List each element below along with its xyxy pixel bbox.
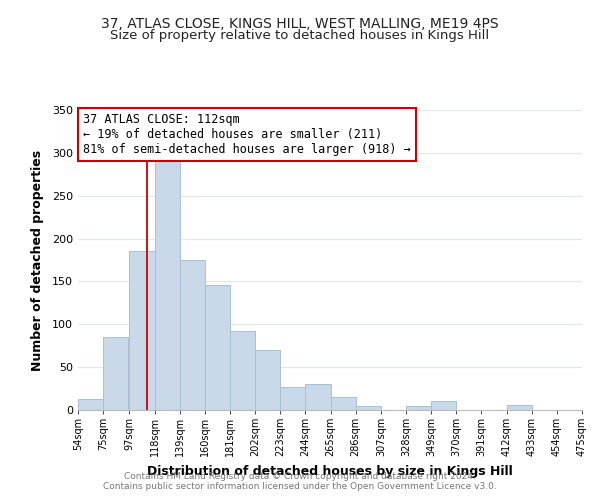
Bar (305, 384, 331, 410)
Bar (356, 406, 381, 410)
Bar (180, 260, 205, 410)
Bar (78, 399, 103, 410)
Bar (130, 252, 155, 410)
Text: 37 ATLAS CLOSE: 112sqm
← 19% of detached houses are smaller (211)
81% of semi-de: 37 ATLAS CLOSE: 112sqm ← 19% of detached… (83, 113, 411, 156)
Bar (255, 350, 280, 410)
Bar (280, 387, 305, 410)
Bar (431, 402, 456, 410)
Bar (205, 285, 230, 410)
Bar (506, 405, 532, 410)
Bar (155, 162, 180, 410)
Y-axis label: Number of detached properties: Number of detached properties (31, 150, 44, 370)
Bar (103, 337, 128, 410)
Text: Contains HM Land Registry data © Crown copyright and database right 2024.: Contains HM Land Registry data © Crown c… (124, 472, 476, 481)
Bar (406, 406, 431, 410)
Text: Size of property relative to detached houses in Kings Hill: Size of property relative to detached ho… (110, 29, 490, 42)
Bar (331, 397, 356, 410)
X-axis label: Distribution of detached houses by size in Kings Hill: Distribution of detached houses by size … (147, 464, 513, 477)
Text: 37, ATLAS CLOSE, KINGS HILL, WEST MALLING, ME19 4PS: 37, ATLAS CLOSE, KINGS HILL, WEST MALLIN… (101, 18, 499, 32)
Bar (230, 331, 255, 410)
Text: Contains public sector information licensed under the Open Government Licence v3: Contains public sector information licen… (103, 482, 497, 491)
